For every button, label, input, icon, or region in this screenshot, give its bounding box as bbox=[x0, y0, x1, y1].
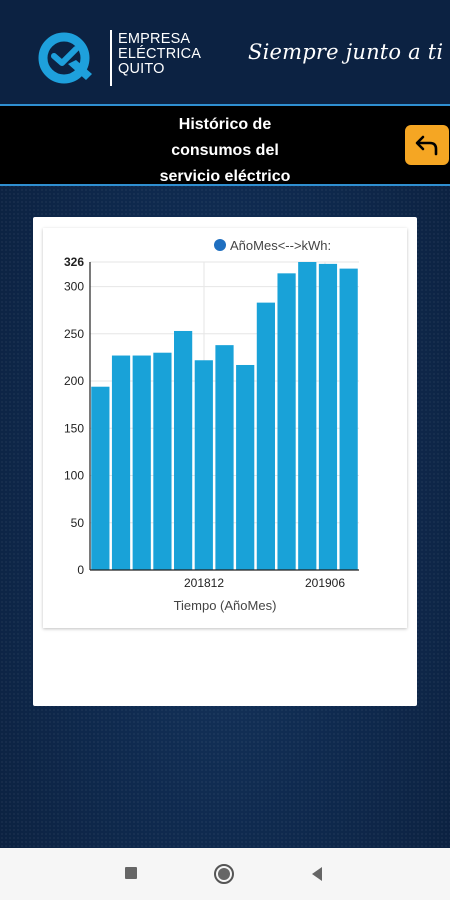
chart-bar bbox=[256, 302, 275, 570]
y-tick-label: 0 bbox=[77, 563, 84, 577]
y-tick-label: 250 bbox=[64, 327, 84, 341]
header-divider-top bbox=[0, 104, 450, 106]
title-bar bbox=[0, 106, 450, 184]
system-nav-bar bbox=[0, 848, 450, 900]
chart-bar bbox=[153, 352, 172, 570]
y-tick-label: 200 bbox=[64, 374, 84, 388]
x-tick-label: 201812 bbox=[184, 576, 224, 590]
recents-icon[interactable] bbox=[124, 866, 138, 880]
back-button[interactable] bbox=[405, 125, 449, 165]
y-max-label: 326 bbox=[64, 255, 84, 269]
return-arrow-icon bbox=[415, 135, 438, 156]
consumption-chart: 0 50 100 150 200 250 300 326 201812 201906 Tiempo … bbox=[64, 238, 359, 613]
chart-bar bbox=[111, 355, 131, 570]
back-icon[interactable] bbox=[310, 866, 324, 882]
chart-bar bbox=[298, 262, 317, 570]
legend-label: AñoMes<-->kWh: bbox=[230, 238, 331, 253]
logo-separator bbox=[110, 30, 112, 86]
chart-bar bbox=[194, 360, 213, 570]
header-divider-bottom bbox=[0, 184, 450, 186]
eeq-logo-icon bbox=[38, 32, 92, 84]
chart-panel: 0 50 100 150 200 250 300 326 201812 201906 Tiempo … bbox=[43, 228, 407, 628]
chart-bar bbox=[132, 355, 151, 570]
legend-swatch bbox=[214, 239, 226, 251]
y-tick-label: 300 bbox=[64, 280, 84, 294]
chart-bar bbox=[318, 263, 338, 570]
chart-bar bbox=[277, 273, 296, 570]
home-icon[interactable] bbox=[213, 863, 235, 885]
y-tick-label: 50 bbox=[71, 516, 85, 530]
page-title: Histórico de consumos del servicio eléct… bbox=[159, 116, 291, 185]
y-tick-label: 100 bbox=[64, 469, 84, 483]
chart-bar bbox=[236, 364, 255, 570]
chart-bar bbox=[91, 386, 110, 570]
x-tick-label: 201906 bbox=[305, 576, 345, 590]
slogan: Siempre junto a ti bbox=[248, 40, 444, 64]
y-tick-label: 150 bbox=[64, 421, 84, 435]
app-header: EMPRESA ELÉCTRICA QUITO Siempre junto a … bbox=[0, 0, 450, 104]
chart-bar bbox=[215, 345, 234, 570]
company-name: EMPRESA ELÉCTRICA QUITO bbox=[118, 31, 202, 77]
x-axis-label: Tiempo (AñoMes) bbox=[174, 598, 277, 613]
chart-bar bbox=[339, 268, 358, 570]
chart-bar bbox=[174, 330, 193, 570]
